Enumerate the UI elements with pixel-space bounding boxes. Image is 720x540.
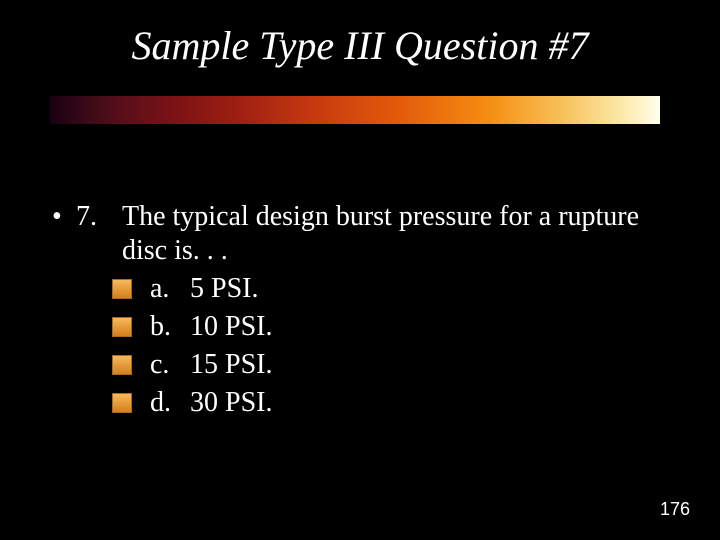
page-number: 176 [660, 499, 690, 520]
question-number: 7. [76, 200, 122, 234]
option-b: b. 10 PSI. [52, 309, 662, 344]
question-line: • 7. The typical design burst pressure f… [52, 200, 662, 267]
gradient-divider [50, 96, 660, 124]
options-list: a. 5 PSI. b. 10 PSI. c. 15 PSI. d. 30 PS… [52, 271, 662, 420]
checkbox-icon[interactable] [112, 279, 132, 299]
question-text: The typical design burst pressure for a … [122, 200, 662, 267]
option-letter: d. [150, 385, 190, 420]
option-text: 5 PSI. [190, 271, 662, 306]
option-text: 10 PSI. [190, 309, 662, 344]
option-text: 15 PSI. [190, 347, 662, 382]
option-letter: c. [150, 347, 190, 382]
option-letter: b. [150, 309, 190, 344]
option-a: a. 5 PSI. [52, 271, 662, 306]
bullet-icon: • [52, 200, 76, 234]
question-body: • 7. The typical design burst pressure f… [52, 200, 662, 420]
option-c: c. 15 PSI. [52, 347, 662, 382]
slide: Sample Type III Question #7 • 7. The typ… [0, 0, 720, 540]
checkbox-icon[interactable] [112, 317, 132, 337]
checkbox-icon[interactable] [112, 355, 132, 375]
checkbox-icon[interactable] [112, 393, 132, 413]
option-letter: a. [150, 271, 190, 306]
option-d: d. 30 PSI. [52, 385, 662, 420]
slide-title: Sample Type III Question #7 [0, 22, 720, 69]
option-text: 30 PSI. [190, 385, 662, 420]
